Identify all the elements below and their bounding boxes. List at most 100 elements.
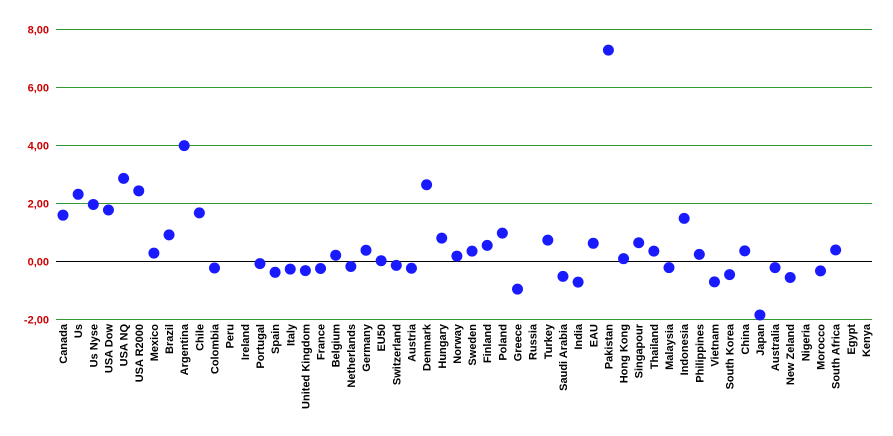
data-point [269,266,281,278]
y-tick-label: 4,00 [28,141,49,153]
data-point [496,227,508,239]
x-tick-label: Philippines [694,324,706,383]
x-tick-label: Australia [770,323,782,371]
x-tick-label: Saudi Arabia [558,323,570,391]
data-point [708,276,720,288]
data-point [481,239,493,251]
data-point [148,247,160,259]
x-tick-label: Finland [482,324,494,363]
data-point [648,245,660,257]
data-point [769,262,781,274]
x-tick-label: Sweden [467,324,479,366]
data-point [330,249,342,261]
x-tick-label: China [740,323,752,354]
x-tick-label: EU50 [376,324,388,352]
x-tick-label: EAU [588,324,600,347]
x-tick-label: Malaysia [664,323,676,370]
x-axis-ticks: Canada Us Us Nyse USA Dow USA NQ USA R2000 Mex… [58,323,873,409]
x-tick-label: Hong Kong [619,324,631,383]
x-tick-label: Greece [513,324,525,361]
x-tick-label: Nigeria [800,323,812,361]
data-point [421,179,433,191]
x-tick-label: Germany [361,323,373,372]
x-tick-label: Russia [528,323,540,360]
data-point [299,265,311,277]
data-point [436,232,448,244]
x-tick-label: Vietnam [709,324,721,367]
x-tick-label: Chile [194,324,206,351]
x-tick-label: Egypt [846,324,858,355]
data-point [345,261,357,273]
x-tick-label: Mexico [149,324,161,362]
x-tick-label: New Zeland [785,324,797,385]
data-point [87,198,99,210]
x-tick-label: Thailand [649,324,661,369]
y-tick-label: 8,00 [28,25,49,37]
x-tick-label: Kenya [861,323,873,357]
data-point [572,276,584,288]
data-point [693,248,705,260]
x-tick-label: Canada [58,323,70,364]
data-point [360,244,372,256]
x-tick-label: Norway [452,323,464,364]
x-tick-label: Argentina [179,323,191,375]
x-tick-label: Austria [406,323,418,362]
data-point [557,270,569,282]
data-point [163,229,175,241]
data-point [118,172,130,184]
data-point [739,245,751,257]
x-tick-label: Denmark [422,323,434,371]
data-point [784,272,796,284]
x-tick-label: Colombia [210,323,222,374]
x-tick-label: Switzerland [391,324,403,385]
data-point [754,309,766,321]
data-point [633,237,645,249]
data-point [254,258,266,270]
x-tick-label: Morocco [816,324,828,370]
data-point [284,263,296,275]
x-tick-label: Ireland [240,324,252,360]
data-point [587,237,599,249]
data-point [193,207,205,219]
y-axis-ticks: -2,00 0,00 2,00 4,00 6,00 8,00 [24,25,49,327]
data-point [209,262,220,274]
data-points [57,44,842,321]
x-tick-label: Japan [755,324,767,356]
x-tick-label: Spain [270,324,282,354]
x-tick-label: USA R2000 [134,324,146,382]
x-tick-label: Singapour [634,323,646,378]
data-point [678,212,690,224]
data-point [375,255,387,267]
data-point [133,185,145,197]
x-tick-label: Us Nyse [88,324,100,367]
x-tick-label: Portugal [255,324,267,369]
data-point [618,253,630,265]
data-point [57,209,69,221]
gridlines [56,29,872,320]
data-point [512,283,523,295]
y-tick-label: -2,00 [24,315,49,327]
x-tick-label: Belgium [331,324,343,368]
data-point [102,204,114,216]
y-tick-label: 6,00 [28,83,49,95]
data-point [178,140,190,152]
x-tick-label: Poland [497,324,509,361]
data-point [602,44,614,56]
x-tick-label: Peru [225,324,237,348]
x-tick-label: Italy [285,323,297,346]
y-tick-label: 0,00 [28,257,49,269]
x-tick-label: South Africa [831,323,843,389]
data-point [542,234,554,246]
x-tick-label: United Kingdom [300,324,312,409]
x-tick-label: USA NQ [119,324,131,367]
x-tick-label: USA Dow [103,324,115,374]
data-point [72,188,84,200]
data-point [724,269,736,281]
data-point [390,259,402,271]
x-tick-label: South Korea [725,323,737,389]
y-tick-label: 2,00 [28,199,49,211]
x-tick-label: France [316,324,328,360]
data-point [466,245,478,257]
data-point [815,265,826,277]
